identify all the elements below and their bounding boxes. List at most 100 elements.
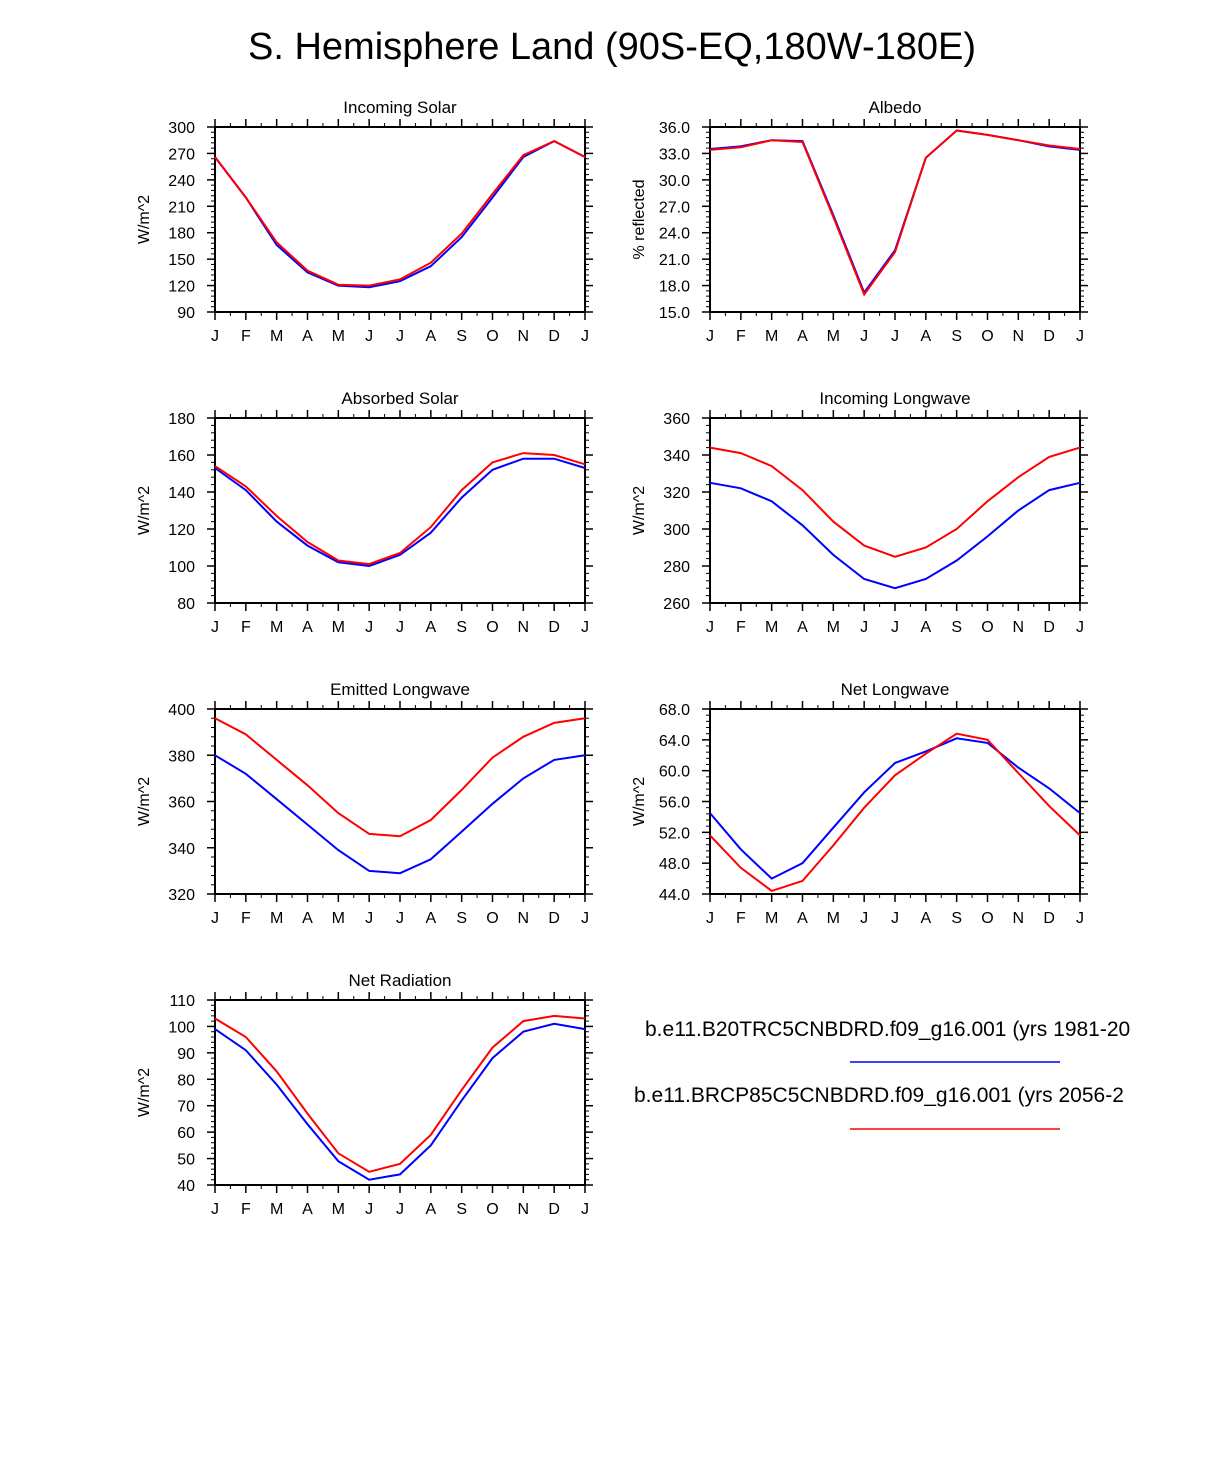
chart-panel-2: Absorbed Solar J F M A M J J A S O N D J 80 100 120 140 16… [136,389,593,636]
y-tick-label: 90 [177,1046,195,1063]
x-tick-label: J [581,619,589,636]
x-tick-label: A [425,619,436,636]
x-tick-label: A [302,910,313,927]
series-line-series2 [709,732,1081,893]
x-tick-label: F [241,910,251,927]
y-tick-label: 24.0 [659,226,690,243]
y-tick-label: 320 [663,485,690,502]
y-tick-label: 52.0 [659,825,690,842]
chart-title: Albedo [869,98,922,117]
x-tick-label: O [981,328,993,345]
x-tick-label: M [765,619,778,636]
x-tick-label: M [270,328,283,345]
x-tick-label: F [736,328,746,345]
x-tick-label: N [1013,619,1025,636]
y-tick-label: 300 [168,120,195,137]
y-tick-label: 80 [177,1072,195,1089]
y-tick-label: 44.0 [659,887,690,904]
y-tick-label: 18.0 [659,279,690,296]
x-tick-label: M [332,619,345,636]
x-tick-label: O [486,619,498,636]
x-tick-label: J [365,910,373,927]
x-tick-label: D [548,328,560,345]
x-tick-label: S [951,910,962,927]
x-tick-label: N [518,619,530,636]
x-tick-label: J [1076,619,1084,636]
y-tick-label: 80 [177,596,195,613]
y-tick-label: 70 [177,1099,195,1116]
y-tick-label: 56.0 [659,795,690,812]
y-tick-label: 300 [663,522,690,539]
x-tick-label: J [581,1201,589,1218]
y-tick-label: 380 [168,748,195,765]
chart-title: Net Longwave [841,680,950,699]
x-tick-label: M [827,910,840,927]
x-tick-label: J [365,619,373,636]
x-tick-label: A [920,328,931,345]
x-tick-label: N [518,328,530,345]
y-tick-label: 60 [177,1125,195,1142]
x-tick-label: O [486,328,498,345]
x-tick-label: F [736,619,746,636]
x-tick-label: M [332,328,345,345]
y-axis-label: W/m^2 [631,777,648,826]
y-tick-label: 48.0 [659,856,690,873]
y-tick-label: 120 [168,522,195,539]
series-line-series1 [709,481,1081,590]
x-tick-label: J [396,328,404,345]
chart-panel-0: Incoming Solar J F M A M J J A S O N D J 90 120 150 180 21… [136,98,593,345]
chart-panel-1: Albedo J F M A M J J A S O N D J 15.0 18.0 21.0 24.0 27.0 3… [631,98,1088,345]
x-tick-label: A [302,328,313,345]
chart-title: Incoming Longwave [819,389,970,408]
plot-frame [214,999,586,1186]
y-tick-label: 360 [168,795,195,812]
plot-frame [214,708,586,895]
y-tick-label: 260 [663,596,690,613]
chart-panel-6: Net Radiation J F M A M J J A S O N D J 40 50 60 70 80 90 10… [136,971,593,1218]
y-tick-label: 180 [168,226,195,243]
x-tick-label: J [365,1201,373,1218]
series-line-series2 [214,1014,586,1173]
x-tick-label: J [211,1201,219,1218]
y-tick-label: 60.0 [659,764,690,781]
x-tick-label: A [797,328,808,345]
y-tick-label: 160 [168,448,195,465]
x-tick-label: J [581,328,589,345]
x-tick-label: M [827,619,840,636]
x-tick-label: M [827,328,840,345]
x-tick-label: S [456,328,467,345]
series-line-series2 [214,139,586,287]
y-tick-label: 240 [168,173,195,190]
x-tick-label: A [425,1201,436,1218]
page-title: S. Hemisphere Land (90S-EQ,180W-180E) [248,26,976,68]
x-tick-label: S [456,619,467,636]
x-tick-label: M [332,1201,345,1218]
x-tick-label: J [1076,328,1084,345]
x-tick-label: A [302,1201,313,1218]
x-tick-label: J [706,328,714,345]
plot-frame [709,708,1081,895]
plot-frame [709,417,1081,604]
x-tick-label: A [920,619,931,636]
y-axis-label: W/m^2 [136,195,153,244]
y-axis-label: W/m^2 [631,486,648,535]
chart-panel-5: Net Longwave J F M A M J J A S O N D J 44.0 48.0 52.0 56.… [631,680,1088,927]
x-tick-label: M [765,328,778,345]
series-line-series1 [709,737,1081,880]
y-tick-label: 100 [168,559,195,576]
x-tick-label: J [860,910,868,927]
y-tick-label: 400 [168,702,195,719]
x-tick-label: M [332,910,345,927]
x-tick-label: M [270,1201,283,1218]
y-axis-label: W/m^2 [136,1068,153,1117]
x-tick-label: D [548,1201,560,1218]
y-tick-label: 280 [663,559,690,576]
y-tick-label: 100 [168,1019,195,1036]
x-tick-label: A [302,619,313,636]
y-tick-label: 150 [168,252,195,269]
x-tick-label: J [891,910,899,927]
x-tick-label: J [581,910,589,927]
x-tick-label: J [396,619,404,636]
y-tick-label: 110 [169,993,195,1010]
